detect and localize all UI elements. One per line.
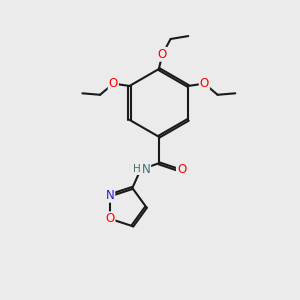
Text: O: O [177,163,186,176]
Text: O: O [200,77,209,90]
Text: N: N [106,189,114,202]
Text: N: N [142,163,150,176]
Text: H: H [133,164,141,174]
Text: O: O [158,48,167,61]
Text: O: O [109,77,118,90]
Text: O: O [105,212,115,225]
